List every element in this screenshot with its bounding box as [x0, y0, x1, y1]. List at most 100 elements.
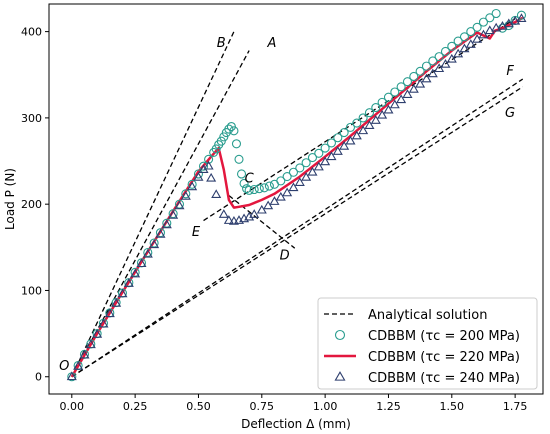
series-tau-240-point: [484, 25, 495, 35]
series-tau-200-point: [358, 113, 368, 123]
x-tick-label: 1.75: [503, 400, 528, 413]
series-tau-240-point: [155, 228, 166, 238]
series-tau-200-point: [371, 102, 381, 113]
series-tau-240-point: [408, 84, 419, 93]
series-tau-200-point: [244, 185, 254, 195]
series-tau-240-point: [223, 215, 234, 224]
series-tau-200-point: [491, 8, 501, 19]
analytical-line-d: [228, 195, 296, 249]
x-tick-label: 0.25: [123, 400, 148, 413]
series-tau-200-point: [447, 41, 457, 51]
series-tau-200-point: [181, 189, 191, 199]
point-label-g: G: [505, 106, 515, 121]
analytical-line-a: [71, 50, 250, 378]
series-tau-240-point: [130, 268, 141, 278]
series-tau-200-point: [428, 56, 438, 66]
series-tau-240-point: [211, 189, 222, 199]
series-tau-240-point: [111, 298, 122, 307]
point-label-b: B: [217, 36, 226, 51]
series-tau-240-point: [206, 172, 217, 182]
point-label-c: C: [245, 172, 255, 187]
series-tau-200-point: [377, 97, 387, 107]
series-tau-200-point: [231, 139, 242, 149]
legend-label-tau-200: CDBBM (τc = 200 MPa): [368, 329, 520, 344]
series-tau-200-point: [249, 184, 259, 195]
series-tau-200-point: [402, 77, 413, 87]
point-labels: O A B C D E F G: [59, 36, 515, 374]
series-tau-200-point: [472, 22, 482, 32]
series-tau-240-point: [66, 371, 77, 381]
series-tau-200-point: [415, 66, 425, 76]
series-tau-240-point: [339, 140, 350, 150]
series-tau-200-point: [390, 87, 400, 97]
series-tau-200-point: [295, 163, 305, 173]
series-tau-240-point: [421, 73, 432, 83]
x-tick-label: 1.50: [440, 400, 465, 413]
series-tau-240-point: [301, 172, 312, 181]
legend: Analytical solution CDBBM (τc = 200 MPa) C…: [317, 297, 538, 390]
series-tau-240-point: [320, 156, 331, 166]
series-tau-200-point: [326, 138, 337, 148]
series-tau-240-point: [453, 48, 464, 58]
series-tau-200-point: [288, 167, 299, 177]
series-tau-200-point: [193, 169, 204, 179]
series-tau-240-point: [478, 29, 489, 39]
series-tau-240-point: [193, 172, 204, 181]
series-tau-240-point: [351, 130, 362, 140]
point-label-f: F: [506, 64, 514, 79]
y-tick-label: 300: [21, 112, 42, 125]
series-tau-240-point: [440, 58, 451, 68]
series-tau-200-point: [211, 144, 221, 154]
series-tau-200-point: [434, 52, 444, 62]
legend-handle-tau-200: [334, 329, 346, 341]
point-label-a: A: [266, 36, 276, 51]
series-tau-240-point: [123, 278, 134, 287]
legend-label-tau-220: CDBBM (τc = 220 MPa): [368, 350, 520, 365]
series-tau-200-point: [216, 136, 226, 146]
series-tau-240-point: [465, 39, 476, 48]
series-tau-240-point: [332, 146, 343, 155]
series-tau-240-point: [149, 239, 160, 249]
series-tau-240-point: [358, 125, 369, 135]
series-tau-200-point: [440, 46, 451, 57]
y-tick-label: 0: [35, 371, 42, 384]
legend-handle-tau-240: [334, 371, 346, 381]
series-tau-200-point: [236, 169, 247, 179]
series-tau-200-point: [516, 10, 527, 20]
series-tau-200-point: [333, 133, 343, 143]
series-tau-240-point: [288, 182, 299, 192]
series-tau-240-point: [326, 151, 337, 161]
x-tick-label: 1.00: [313, 400, 338, 413]
series-tau-200-point: [459, 32, 470, 42]
series-tau-240-point: [503, 18, 514, 28]
y-tick-label: 400: [21, 26, 42, 39]
series-tau-200-point: [224, 124, 234, 134]
x-axis-label: Deflection Δ (mm): [241, 417, 351, 431]
series-tau-240-point: [275, 191, 286, 201]
series-tau-240-point: [491, 22, 502, 32]
x-tick-label: 0.50: [186, 400, 211, 413]
series-tau-240-point: [187, 181, 198, 191]
legend-box: [317, 297, 538, 390]
x-tick-label: 1.25: [376, 400, 401, 413]
series-tau-240-point: [497, 21, 508, 30]
series-tau-240-point: [263, 200, 274, 210]
plot-frame: [48, 3, 544, 395]
point-label-o: O: [59, 359, 69, 374]
series-tau-200-point: [364, 108, 375, 118]
series-tau-200-point: [320, 143, 330, 153]
series-tau-240-point: [510, 15, 521, 25]
y-tick-label: 100: [21, 284, 42, 297]
x-tick-label: 0.00: [60, 400, 85, 413]
series-tau-240-point: [446, 53, 457, 63]
legend-label-tau-240: CDBBM (τc = 240 MPa): [368, 371, 520, 386]
series-tau-200-point: [259, 183, 269, 193]
plot-area: [66, 8, 527, 382]
y-tick-label: 200: [21, 198, 42, 211]
series-tau-240-point: [516, 13, 527, 23]
series-tau-240-point: [174, 200, 185, 210]
series-tau-240-point: [180, 191, 191, 200]
series-tau-240-point: [370, 115, 381, 124]
point-label-d: D: [280, 248, 290, 263]
